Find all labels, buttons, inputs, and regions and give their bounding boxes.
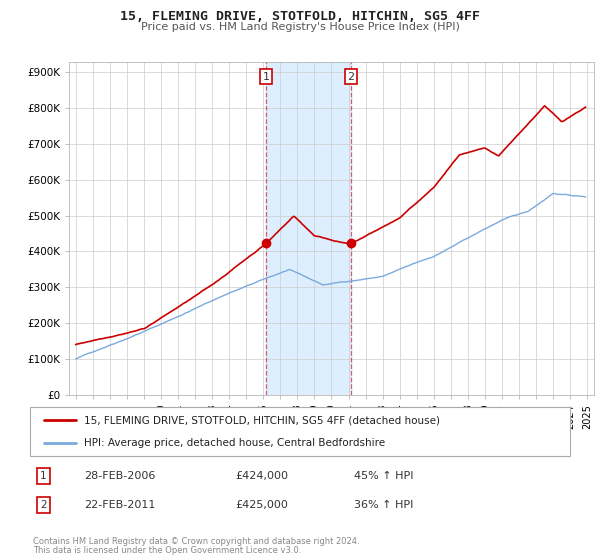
Text: Price paid vs. HM Land Registry's House Price Index (HPI): Price paid vs. HM Land Registry's House … (140, 22, 460, 32)
Bar (266, 62, 351, 395)
Text: Contains HM Land Registry data © Crown copyright and database right 2024.: Contains HM Land Registry data © Crown c… (33, 538, 359, 547)
FancyBboxPatch shape (30, 407, 570, 456)
Text: 28-FEB-2006: 28-FEB-2006 (84, 471, 155, 481)
Text: £425,000: £425,000 (235, 501, 288, 510)
Text: 15, FLEMING DRIVE, STOTFOLD, HITCHIN, SG5 4FF (detached house): 15, FLEMING DRIVE, STOTFOLD, HITCHIN, SG… (84, 416, 440, 426)
Text: 36% ↑ HPI: 36% ↑ HPI (354, 501, 413, 510)
Text: 1: 1 (262, 72, 269, 82)
Text: HPI: Average price, detached house, Central Bedfordshire: HPI: Average price, detached house, Cent… (84, 438, 385, 448)
Text: 1: 1 (40, 471, 47, 481)
Text: 2: 2 (347, 72, 355, 82)
Text: 15, FLEMING DRIVE, STOTFOLD, HITCHIN, SG5 4FF: 15, FLEMING DRIVE, STOTFOLD, HITCHIN, SG… (120, 10, 480, 23)
Text: 45% ↑ HPI: 45% ↑ HPI (354, 471, 413, 481)
Text: 22-FEB-2011: 22-FEB-2011 (84, 501, 155, 510)
Text: This data is licensed under the Open Government Licence v3.0.: This data is licensed under the Open Gov… (33, 547, 301, 556)
Text: 2: 2 (40, 501, 47, 510)
Text: £424,000: £424,000 (235, 471, 288, 481)
